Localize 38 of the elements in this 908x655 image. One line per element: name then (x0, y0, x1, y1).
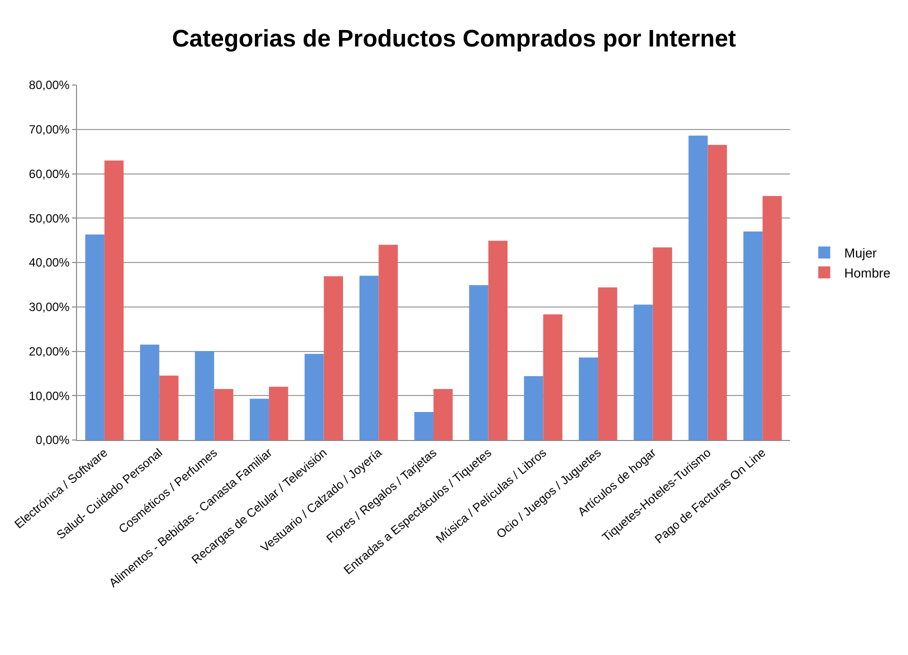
bar (524, 376, 544, 440)
y-tick-label: 80,00% (28, 78, 70, 92)
legend-label: Hombre (844, 265, 891, 280)
bar (634, 304, 653, 440)
y-tick-label: 10,00% (28, 388, 70, 403)
y-tick-label: 50,00% (28, 211, 70, 226)
bar (469, 285, 488, 440)
bar (708, 144, 727, 440)
bar (359, 276, 379, 440)
bar (268, 386, 288, 440)
y-tick-label: 0,00% (36, 433, 70, 448)
bar (762, 196, 782, 440)
bar (324, 276, 343, 440)
bar (304, 354, 324, 440)
bar (598, 287, 618, 440)
y-tick-label: 60,00% (28, 166, 70, 181)
bar (159, 376, 178, 440)
bar (140, 344, 160, 440)
bar (434, 388, 453, 440)
chart-title: Categorias de Productos Comprados por Internet (172, 25, 736, 52)
bar (578, 357, 598, 440)
bar (85, 234, 104, 440)
bar (414, 412, 434, 440)
bar (688, 136, 708, 440)
y-tick-label: 70,00% (28, 122, 70, 137)
bar (378, 244, 398, 440)
y-tick-label: 20,00% (28, 344, 70, 358)
bar (488, 240, 508, 440)
bar (104, 160, 124, 440)
legend-label: Mujer (844, 246, 878, 261)
y-tick-label: 30,00% (28, 300, 70, 314)
y-tick-label: 40,00% (28, 256, 70, 270)
bar (652, 247, 672, 440)
bar (194, 351, 214, 440)
bar (250, 398, 269, 440)
bar (543, 314, 562, 440)
bar (743, 231, 763, 440)
bar (214, 388, 234, 440)
